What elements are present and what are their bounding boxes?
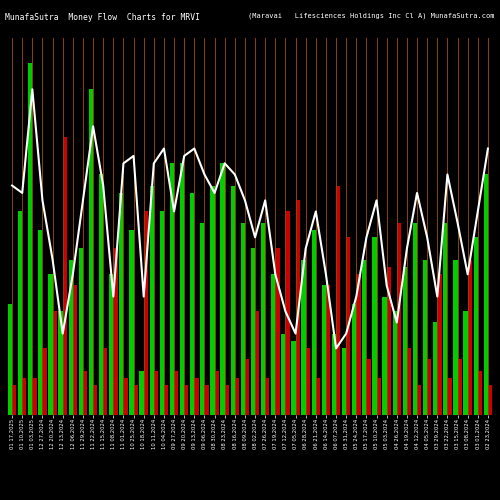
Bar (180, 164, 184, 415)
Bar (478, 370, 482, 415)
Bar (124, 378, 128, 415)
Bar (62, 138, 67, 415)
Bar (427, 360, 432, 415)
Bar (224, 386, 229, 415)
Bar (488, 386, 492, 415)
Text: (Maravai   Lifesciences Holdings Inc Cl A) MunafaSutra.com: (Maravai Lifesciences Holdings Inc Cl A)… (248, 12, 495, 19)
Bar (468, 260, 472, 415)
Bar (372, 238, 376, 415)
Bar (271, 274, 276, 415)
Bar (160, 212, 164, 415)
Bar (386, 267, 391, 415)
Bar (342, 348, 346, 415)
Bar (316, 378, 320, 415)
Bar (154, 370, 158, 415)
Bar (99, 174, 103, 415)
Bar (407, 348, 411, 415)
Bar (144, 212, 148, 415)
Bar (194, 378, 198, 415)
Bar (22, 378, 26, 415)
Bar (458, 360, 462, 415)
Bar (484, 174, 488, 415)
Bar (200, 222, 204, 415)
Bar (448, 378, 452, 415)
Bar (245, 360, 249, 415)
Bar (220, 164, 224, 415)
Bar (103, 348, 108, 415)
Bar (276, 248, 280, 415)
Bar (433, 322, 438, 415)
Bar (261, 222, 265, 415)
Bar (240, 222, 245, 415)
Bar (306, 348, 310, 415)
Bar (109, 274, 114, 415)
Bar (265, 378, 270, 415)
Bar (454, 260, 458, 415)
Bar (52, 312, 57, 415)
Bar (58, 312, 62, 415)
Bar (286, 212, 290, 415)
Bar (83, 370, 87, 415)
Bar (292, 341, 296, 415)
Bar (68, 260, 73, 415)
Bar (332, 334, 336, 415)
Bar (255, 312, 260, 415)
Bar (366, 360, 370, 415)
Bar (93, 386, 98, 415)
Bar (204, 386, 208, 415)
Bar (235, 378, 239, 415)
Bar (38, 230, 42, 415)
Bar (28, 64, 32, 415)
Bar (150, 186, 154, 415)
Bar (130, 230, 134, 415)
Bar (32, 378, 36, 415)
Bar (346, 238, 350, 415)
Bar (376, 378, 381, 415)
Bar (423, 260, 427, 415)
Text: MunafaSutra  Money Flow  Charts for MRVI: MunafaSutra Money Flow Charts for MRVI (5, 12, 200, 22)
Bar (78, 248, 83, 415)
Bar (362, 260, 366, 415)
Bar (174, 370, 178, 415)
Bar (464, 312, 468, 415)
Bar (281, 334, 285, 415)
Bar (352, 304, 356, 415)
Bar (322, 286, 326, 415)
Bar (230, 186, 235, 415)
Bar (42, 348, 46, 415)
Bar (210, 186, 214, 415)
Bar (8, 304, 12, 415)
Bar (402, 267, 407, 415)
Bar (184, 386, 188, 415)
Bar (48, 274, 52, 415)
Bar (336, 186, 340, 415)
Bar (170, 164, 174, 415)
Bar (392, 312, 397, 415)
Bar (12, 386, 16, 415)
Bar (397, 222, 401, 415)
Bar (214, 370, 219, 415)
Bar (73, 286, 77, 415)
Bar (413, 222, 417, 415)
Bar (18, 212, 22, 415)
Bar (251, 248, 255, 415)
Bar (190, 193, 194, 415)
Bar (474, 238, 478, 415)
Bar (296, 200, 300, 415)
Bar (140, 370, 143, 415)
Bar (326, 286, 330, 415)
Bar (443, 222, 448, 415)
Bar (89, 90, 93, 415)
Bar (438, 274, 442, 415)
Bar (114, 248, 117, 415)
Bar (302, 260, 306, 415)
Bar (164, 386, 168, 415)
Bar (119, 193, 124, 415)
Bar (382, 296, 386, 415)
Bar (356, 274, 360, 415)
Bar (417, 386, 422, 415)
Bar (312, 230, 316, 415)
Bar (134, 386, 138, 415)
